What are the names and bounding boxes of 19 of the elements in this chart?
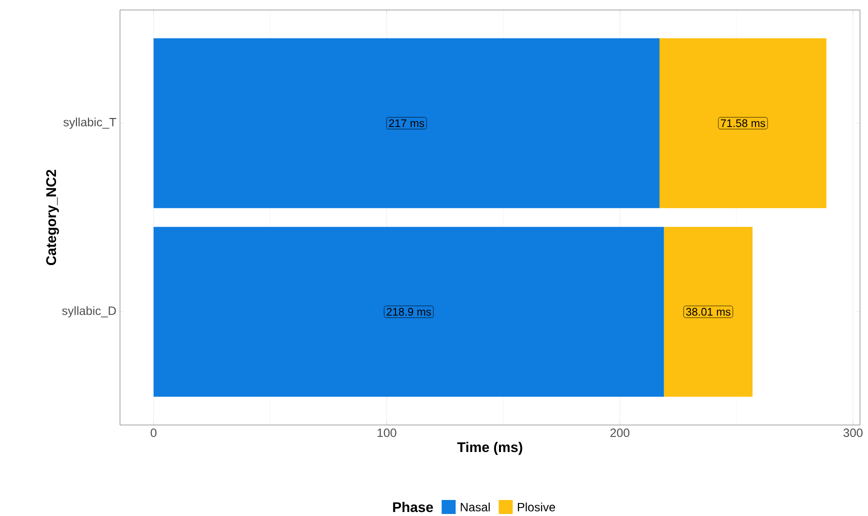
legend-label: Nasal [460,502,490,512]
legend-title: Phase [393,502,433,512]
data-label: 217 ms [389,119,424,128]
x-axis-title: Time (ms) [457,442,522,455]
legend-label: Plosive [518,502,556,512]
y-axis-title: Category_NC2 [46,170,59,266]
bar [659,38,826,208]
x-tick-label: 100 [378,428,396,438]
x-tick-label: 300 [843,428,863,438]
y-tick-label: syllabic_T [63,118,116,129]
bar [154,226,664,397]
data-label: 71.58 ms [720,119,766,128]
x-tick-label: 0 [150,428,156,438]
x-tick-label: 200 [610,428,630,438]
data-label: 218.9 ms [386,308,431,316]
bar [664,226,753,397]
bar [154,38,660,208]
data-label: 38.01 ms [686,308,730,316]
y-tick-label: syllabic_D [62,306,116,318]
